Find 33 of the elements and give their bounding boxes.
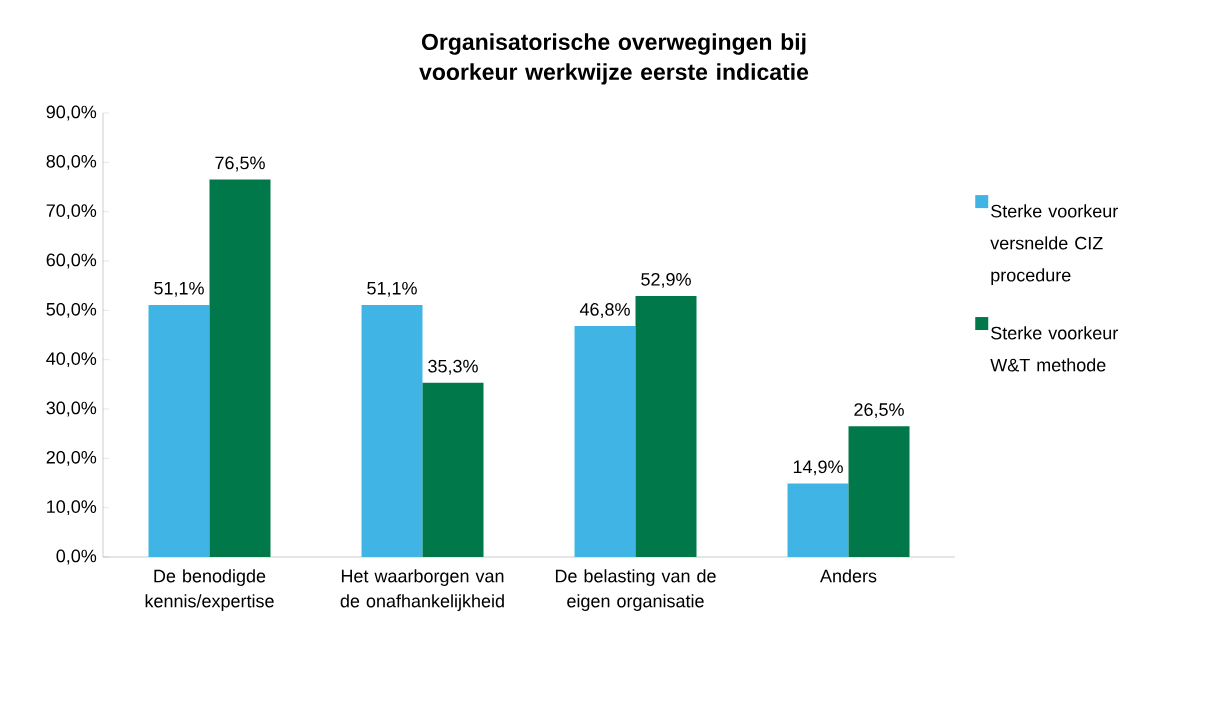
x-tick-label: De benodigde kennis/expertise: [145, 569, 274, 611]
bar: [787, 483, 849, 557]
data-label: 46,8%: [579, 303, 630, 318]
bar: [209, 179, 271, 557]
data-label: 35,3%: [428, 359, 478, 375]
data-label: 51,1%: [367, 281, 417, 297]
data-label: 26,5%: [854, 403, 904, 419]
data-label: 14,9%: [793, 460, 843, 476]
legend-label: Sterke voorkeur W&T methode: [990, 326, 1118, 372]
y-tick-label: 50,0%: [46, 302, 97, 318]
y-tick-label: 90,0%: [46, 105, 97, 121]
y-tick-label: 60,0%: [46, 253, 97, 269]
data-label: 52,9%: [641, 272, 691, 288]
bar: [848, 426, 910, 557]
y-tick-label: 30,0%: [46, 401, 97, 417]
bar: [422, 382, 484, 557]
x-tick-label: Anders: [820, 569, 877, 583]
y-tick-label: 0,0%: [56, 549, 97, 565]
y-tick-label: 40,0%: [46, 352, 97, 368]
bar: [635, 296, 697, 557]
x-tick-label: De belasting van de eigen organisatie: [555, 569, 716, 611]
bar: [148, 304, 210, 557]
legend-label: Sterke voorkeur versnelde CIZ procedure: [990, 204, 1118, 286]
bar: [361, 304, 423, 557]
y-tick-label: 80,0%: [46, 154, 97, 170]
bar: [574, 326, 636, 557]
data-label: 76,5%: [215, 156, 265, 172]
y-tick-label: 10,0%: [47, 500, 97, 516]
y-tick-label: 70,0%: [46, 204, 97, 220]
y-tick-label: 20,0%: [46, 450, 97, 466]
x-tick-label: Het waarborgen van de onafhankelijkheid: [340, 569, 504, 611]
data-label: 51,1%: [154, 281, 204, 297]
chart-title: Organisatorische overwegingen bij voorkeur werkwijze eerste indicatie: [419, 33, 809, 85]
